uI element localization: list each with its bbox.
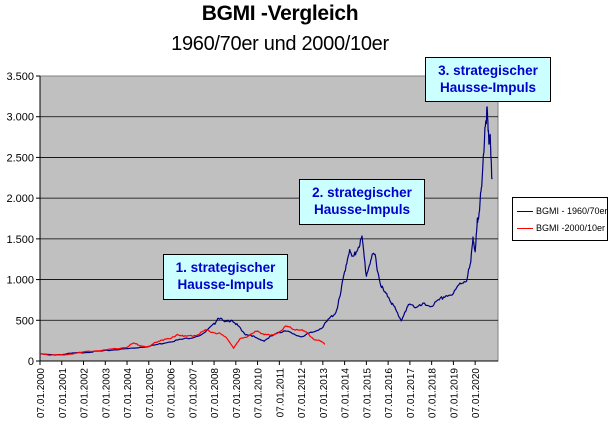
x-tick-label: 07.01.2013: [319, 368, 330, 418]
series-lines: [39, 106, 493, 356]
x-axis: 07.01.2000 07.01.2001 07.01.2002 07.01.2003…: [36, 360, 498, 418]
x-tick-label: 07.01.2003: [101, 368, 112, 418]
x-tick-label: 07.01.2020: [471, 368, 482, 418]
legend-swatch-series2: [517, 228, 533, 230]
x-tick-label: 07.01.2011: [275, 368, 286, 418]
annotation-line: Hausse-Impuls: [439, 80, 537, 95]
gridlines: [40, 116, 498, 321]
x-tick-label: 07.01.2012: [297, 368, 308, 418]
x-tick-label: 07.01.2005: [145, 368, 156, 418]
y-tick-label: 0: [28, 356, 34, 368]
x-tick-label: 07.01.2008: [210, 368, 221, 418]
legend-label-series1: BGMI - 1960/70er: [536, 206, 608, 216]
annotation-line: 2. strategischer: [312, 185, 412, 200]
x-tick-label: 07.01.2010: [254, 368, 265, 418]
annotation-line: 1. strategischer: [175, 260, 276, 275]
annotation-impulse-2: 2. strategischer Hausse-Impuls: [299, 179, 425, 225]
legend-label-series2: BGMI -2000/10er: [536, 223, 606, 233]
x-tick-label: 07.01.2015: [362, 368, 373, 418]
chart-subtitle: 1960/70er und 2000/10er: [171, 33, 389, 55]
annotation-line: Hausse-Impuls: [177, 277, 274, 292]
y-tick-label: 2.500: [6, 152, 34, 164]
annotation-line: Hausse-Impuls: [313, 202, 411, 217]
series-line-1: [39, 106, 493, 356]
y-tick-label: 3.000: [6, 112, 34, 124]
y-axis: 0 500 1.000 1.500 2.000 2.500 3.000 3.500: [6, 71, 41, 368]
annotation-impulse-1: 1. strategischer Hausse-Impuls: [163, 254, 288, 300]
annotation-impulse-3: 3. strategischer Hausse-Impuls: [425, 57, 551, 102]
plot-area: [39, 75, 499, 362]
x-tick-label: 07.01.2004: [123, 368, 134, 418]
x-tick-label: 07.01.2019: [449, 368, 460, 418]
chart-title: BGMI -Vergleich: [201, 2, 359, 25]
x-tick-label: 07.01.2017: [406, 368, 417, 418]
x-tick-label: 07.01.2009: [232, 368, 243, 418]
annotation-line: 3. strategischer: [438, 63, 538, 78]
y-tick-label: 2.000: [6, 193, 34, 205]
x-tick-label: 07.01.2000: [36, 368, 47, 418]
legend-swatch-series1: [517, 211, 533, 213]
x-tick-label: 07.01.2001: [58, 368, 69, 418]
x-tick-label: 07.01.2014: [341, 368, 352, 418]
y-tick-label: 3.500: [6, 71, 34, 83]
x-tick-label: 07.01.2018: [428, 368, 439, 418]
x-tick-label: 07.01.2002: [80, 368, 91, 418]
y-tick-label: 1.000: [6, 275, 34, 287]
y-tick-label: 1.500: [6, 234, 34, 246]
legend-entry-series1: BGMI - 1960/70er: [517, 206, 608, 216]
chart-legend: BGMI - 1960/70er BGMI -2000/10er: [512, 197, 608, 241]
x-tick-label: 07.01.2006: [167, 368, 178, 418]
x-tick-label: 07.01.2016: [384, 368, 395, 418]
x-tick-label: 07.01.2007: [188, 368, 199, 418]
y-tick-label: 500: [16, 315, 34, 327]
legend-entry-series2: BGMI -2000/10er: [517, 223, 605, 233]
series-line-2: [39, 325, 326, 356]
